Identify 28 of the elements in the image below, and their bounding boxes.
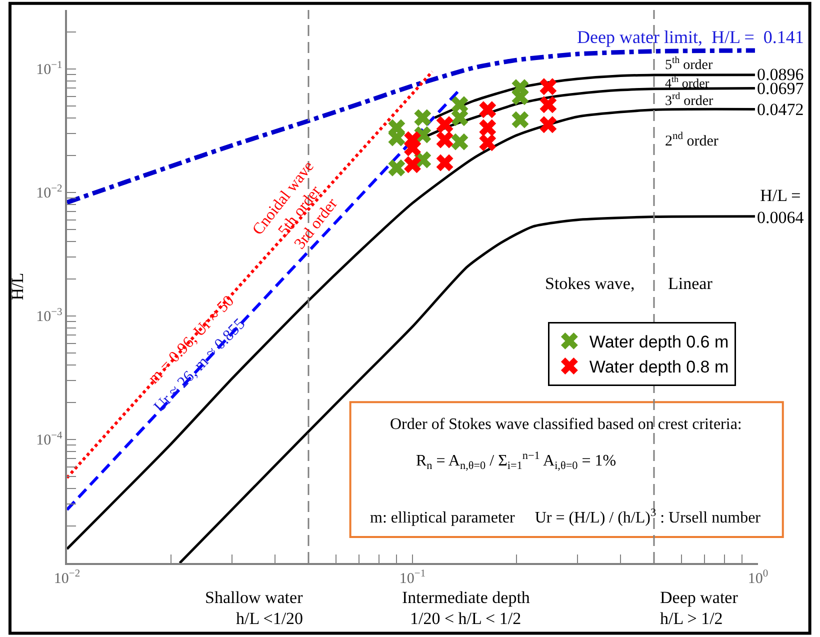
annotation: 0.0472 xyxy=(757,100,804,119)
x-tick-label: 10$^{−2}$ xyxy=(54,568,80,587)
annotation: m: elliptical parameter Ur = (H/L) / (h/L)$^{3}$ : Ursell number xyxy=(370,507,762,527)
text: R$_{n}$ = A$_{n,θ=0}$ / Σ$_{i=1}$$^{n−1}$ A$_{i,θ=0}$ = 1% xyxy=(416,450,616,472)
text: Shallow water xyxy=(205,588,304,607)
annotation: Stokes wave, xyxy=(545,274,635,293)
text: 1/20 < h/L < 1/2 xyxy=(410,609,522,628)
text: Deep water xyxy=(660,588,738,607)
annotation: 2$^{nd}$ order xyxy=(665,131,718,150)
legend-label: Water depth 0.6 m xyxy=(589,332,729,352)
legend-label: Water depth 0.8 m xyxy=(589,358,729,377)
y-tick-label: 10$^{−3}$ xyxy=(36,306,62,326)
annotation: Deep water limit, H/L = 0.141 xyxy=(577,27,804,47)
annotation: H/L = 0.0064 xyxy=(757,186,804,228)
y-tick-label: 10$^{−1}$ xyxy=(36,60,62,78)
annotation: Linear xyxy=(668,274,713,293)
text: h/L <1/20 xyxy=(236,609,304,628)
y-tick-label: 10$^{−2}$ xyxy=(36,183,62,202)
x-tick-label: 10$^{0}$ xyxy=(748,568,768,587)
annotation: 4$^{th}$ order xyxy=(665,74,710,90)
y-axis-title: H/L xyxy=(8,272,28,300)
x-tick-label: 10$^{−1}$ xyxy=(399,568,426,587)
annotation: Order of Stokes wave classified based on crest criteria: xyxy=(390,416,742,433)
text: Intermediate depth xyxy=(402,588,530,607)
annotation: 3$^{rd}$ order xyxy=(665,91,714,109)
text: h/L > 1/2 xyxy=(660,609,723,628)
y-tick-label: 10$^{−4}$ xyxy=(36,430,63,449)
annotation: 5$^{th}$ order xyxy=(665,55,713,73)
